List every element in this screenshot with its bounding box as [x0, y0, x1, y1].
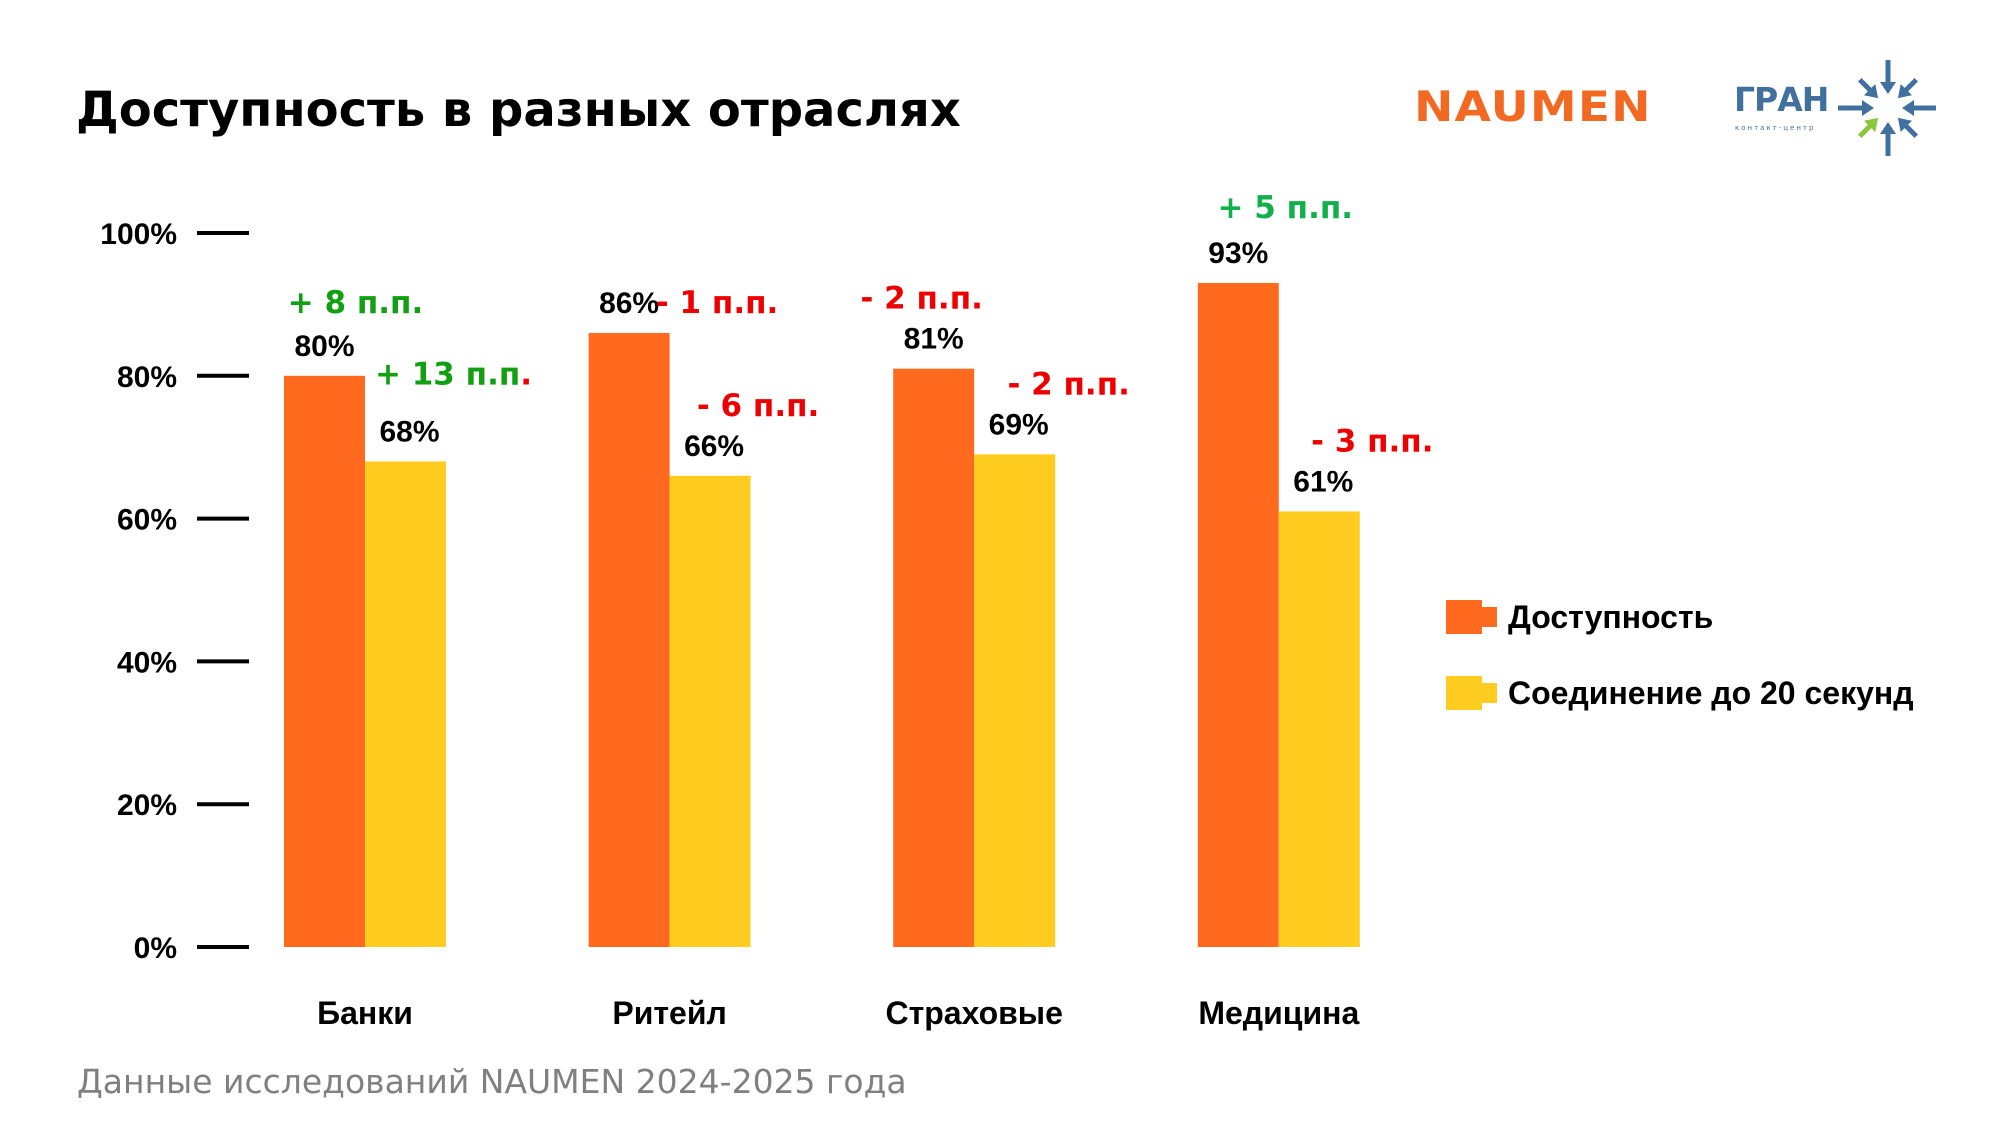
delta-label: - 3 п.п. — [1311, 423, 1433, 459]
bar-connection — [365, 461, 446, 947]
delta-label: + 13 п.п. — [375, 356, 532, 392]
category-labels: Банки Ритейл Страховые Медицина — [317, 995, 1359, 1031]
bars — [284, 282, 1360, 948]
bar-connection — [669, 475, 751, 947]
legend-swatch-connection — [1446, 676, 1497, 710]
delta-label: + 8 п.п. — [288, 285, 424, 321]
y-tick-label: 80% — [117, 361, 177, 394]
delta-label: - 6 п.п. — [697, 388, 819, 424]
naumen-logo: NAUMEN — [1414, 82, 1652, 131]
delta-label: - 2 п.п. — [860, 281, 982, 317]
y-tick-label: 60% — [117, 504, 177, 537]
footnote: Данные исследований NAUMEN 2024-2025 год… — [77, 1062, 907, 1101]
bar-availability — [893, 368, 975, 947]
legend-item-connection: Соединение до 20 секунд — [1446, 672, 1914, 714]
y-tick-label: 0% — [134, 932, 177, 965]
legend-swatch-availability — [1446, 600, 1497, 634]
bar-connection — [974, 454, 1056, 947]
legend-item-availability: Доступность — [1446, 596, 1914, 638]
category-label: Медицина — [1198, 995, 1359, 1031]
chart-title: Доступность в разных отраслях — [76, 82, 961, 138]
value-label: 68% — [379, 415, 439, 448]
value-labels: 80% 68% 86% 66% 81% 69% 93% 61% — [294, 237, 1353, 498]
value-label: 61% — [1293, 465, 1353, 498]
y-tick-label: 20% — [117, 789, 177, 822]
y-tick-label: 100% — [100, 218, 177, 251]
bar-availability — [1197, 282, 1279, 948]
delta-labels: + 8 п.п. + 13 п.п. - 1 п.п. - 6 п.п. - 2 п.п… — [288, 190, 1434, 459]
gran-logo-text: ГРАН — [1734, 80, 1829, 119]
legend: Доступность Соединение до 20 секунд — [1446, 596, 1914, 748]
delta-label: - 1 п.п. — [656, 285, 778, 321]
value-label: 86% — [599, 287, 659, 320]
category-label: Банки — [317, 995, 413, 1031]
bar-availability — [284, 375, 365, 947]
value-label: 80% — [294, 330, 354, 363]
value-label: 69% — [989, 408, 1049, 441]
bar-connection — [1278, 511, 1360, 947]
category-label: Страховые — [885, 995, 1062, 1031]
value-label: 66% — [684, 430, 744, 463]
legend-label-availability: Доступность — [1508, 598, 1714, 635]
category-label: Ритейл — [612, 995, 726, 1031]
bar-availability — [588, 332, 670, 948]
value-label: 93% — [1208, 237, 1268, 270]
value-label: 81% — [904, 323, 964, 356]
gran-logo: ГРАН контакт-центр — [1730, 55, 1970, 165]
delta-label: + 5 п.п. — [1218, 190, 1354, 226]
gran-logo-subtitle: контакт-центр — [1735, 124, 1816, 132]
y-tick-label: 40% — [117, 646, 177, 679]
legend-label-connection: Соединение до 20 секунд — [1508, 674, 1914, 711]
delta-label: - 2 п.п. — [1007, 366, 1129, 402]
y-axis: 0% 20% 40% 60% 80% 100% — [100, 218, 249, 965]
gran-arrows-icon — [1838, 60, 1936, 156]
